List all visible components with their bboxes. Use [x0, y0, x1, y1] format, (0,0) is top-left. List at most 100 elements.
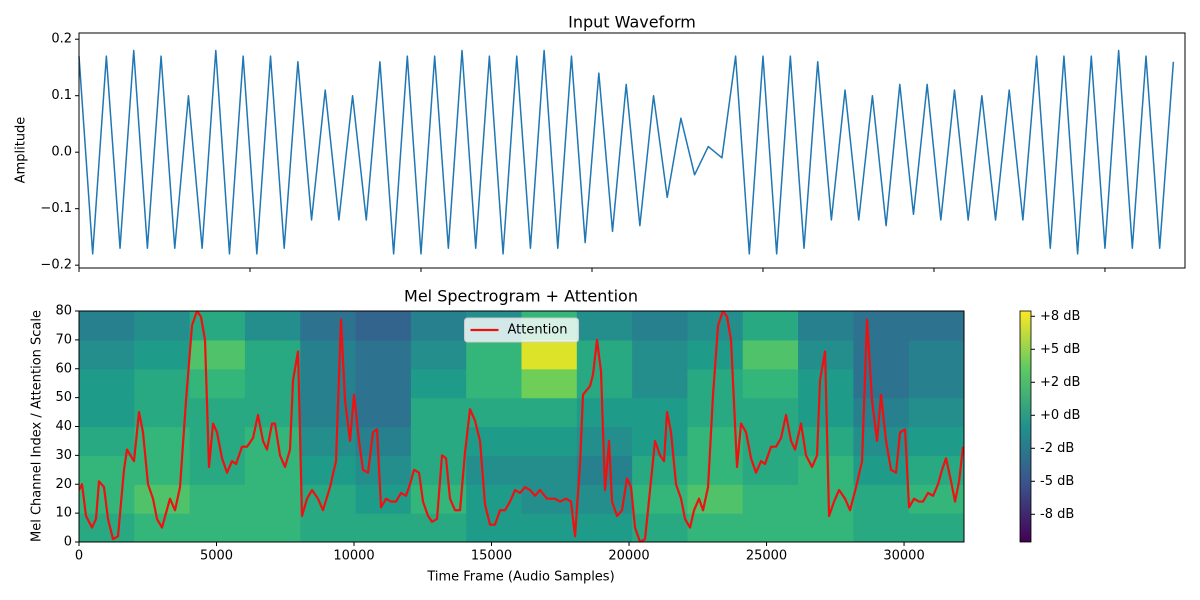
- heatmap-cell: [410, 426, 467, 456]
- heatmap-cell: [908, 513, 964, 542]
- y-tick-label: 60: [55, 361, 72, 376]
- heatmap-cell: [244, 513, 301, 542]
- heatmap-cell: [466, 455, 523, 485]
- heatmap-cell: [410, 513, 467, 542]
- heatmap-cell: [742, 311, 799, 341]
- heatmap-cell: [244, 426, 301, 456]
- heatmap-cell: [244, 484, 301, 514]
- heatmap-cell: [521, 513, 578, 542]
- heatmap-cell: [632, 368, 689, 399]
- heatmap-cell: [410, 311, 467, 341]
- heatmap-cell: [687, 513, 744, 542]
- y-tick-label: 0.1: [51, 88, 72, 103]
- heatmap-cell: [189, 368, 246, 399]
- heatmap-cell: [687, 484, 744, 514]
- y-tick-label: 20: [55, 477, 72, 492]
- heatmap-cell: [853, 339, 910, 370]
- heatmap-cell: [189, 397, 246, 428]
- heatmap-cell: [521, 368, 578, 399]
- heatmap-cell: [355, 426, 412, 456]
- heatmap-cell: [632, 484, 689, 514]
- colorbar-tick-label: -2 dB: [1040, 441, 1074, 456]
- heatmap-cell: [134, 339, 191, 370]
- y-tick-label: 70: [55, 332, 72, 347]
- legend-label: Attention: [508, 323, 568, 338]
- x-tick-label: 0: [75, 549, 83, 564]
- attention-line: [79, 311, 964, 542]
- chart-title: Input Waveform: [568, 13, 696, 32]
- heatmap-cell: [355, 339, 412, 370]
- colorbar-tick-label: +8 dB: [1040, 309, 1080, 324]
- heatmap-cell: [466, 339, 523, 370]
- heatmap-cell: [687, 311, 744, 341]
- heatmap-cell: [908, 455, 964, 485]
- y-tick-label: 10: [55, 506, 72, 521]
- heatmap-cell: [798, 513, 854, 542]
- heatmap-cell: [134, 311, 191, 341]
- chart-title: Mel Spectrogram + Attention: [404, 287, 638, 306]
- heatmap-cell: [300, 368, 357, 399]
- colorbar-tick-label: +0 dB: [1040, 408, 1080, 423]
- heatmap-cell: [687, 455, 744, 485]
- x-tick-label: 5000: [200, 549, 233, 564]
- x-axis-label: Time Frame (Audio Samples): [426, 570, 614, 585]
- plot-area: [79, 311, 964, 542]
- heatmap-cell: [853, 311, 910, 341]
- heatmap-cell: [521, 397, 578, 428]
- y-tick-label: −0.1: [40, 201, 72, 216]
- heatmap-cell: [908, 339, 964, 370]
- heatmap-cell: [300, 513, 357, 542]
- y-tick-label: 0.2: [51, 32, 72, 47]
- y-tick-label: 0: [64, 535, 72, 550]
- heatmap-cell: [908, 426, 964, 456]
- heatmap-cell: [244, 339, 301, 370]
- heatmap-cell: [300, 426, 357, 456]
- heatmap-cell: [742, 397, 799, 428]
- colorbar-tick-label: +5 dB: [1040, 342, 1080, 357]
- heatmap-cell: [355, 311, 412, 341]
- y-tick-label: −0.2: [40, 258, 72, 273]
- heatmap-cell: [466, 368, 523, 399]
- heatmap-cell: [466, 426, 523, 456]
- heatmap-cell: [908, 397, 964, 428]
- heatmap-cell: [853, 513, 910, 542]
- heatmap-cell: [79, 339, 135, 370]
- heatmap-cell: [908, 368, 964, 399]
- heatmap-cell: [189, 513, 246, 542]
- heatmap-cell: [576, 397, 633, 428]
- heatmap-cell: [189, 339, 246, 370]
- heatmap-cell: [134, 397, 191, 428]
- heatmap-cell: [908, 311, 964, 341]
- heatmap-cell: [134, 368, 191, 399]
- heatmap-cell: [632, 339, 689, 370]
- heatmap-cell: [742, 513, 799, 542]
- x-tick-label: 20000: [608, 549, 649, 564]
- heatmap-cell: [632, 455, 689, 485]
- colorbar-tick-label: +2 dB: [1040, 375, 1080, 390]
- heatmap-cell: [355, 513, 412, 542]
- heatmap-cell: [521, 455, 578, 485]
- heatmap-cell: [576, 513, 633, 542]
- y-tick-label: 80: [55, 304, 72, 319]
- axes-frame: [78, 32, 1186, 269]
- y-tick-label: 40: [55, 419, 72, 434]
- heatmap-cell: [355, 368, 412, 399]
- heatmap-cell: [632, 397, 689, 428]
- heatmap-cell: [521, 339, 578, 370]
- heatmap-cell: [244, 311, 301, 341]
- heatmap-cell: [300, 311, 357, 341]
- x-tick-label: 30000: [883, 549, 924, 564]
- y-tick-label: 0.0: [51, 145, 72, 160]
- heatmap-cell: [521, 426, 578, 456]
- heatmap-cell: [410, 339, 467, 370]
- heatmap-cell: [189, 311, 246, 341]
- colorbar-tick-label: -8 dB: [1040, 507, 1074, 522]
- y-tick-label: 50: [55, 390, 72, 405]
- waveform: [78, 49, 1175, 255]
- heatmap-cell: [410, 368, 467, 399]
- heatmap-cell: [632, 311, 689, 341]
- heatmap-cell: [853, 484, 910, 514]
- legend-box: [464, 317, 579, 343]
